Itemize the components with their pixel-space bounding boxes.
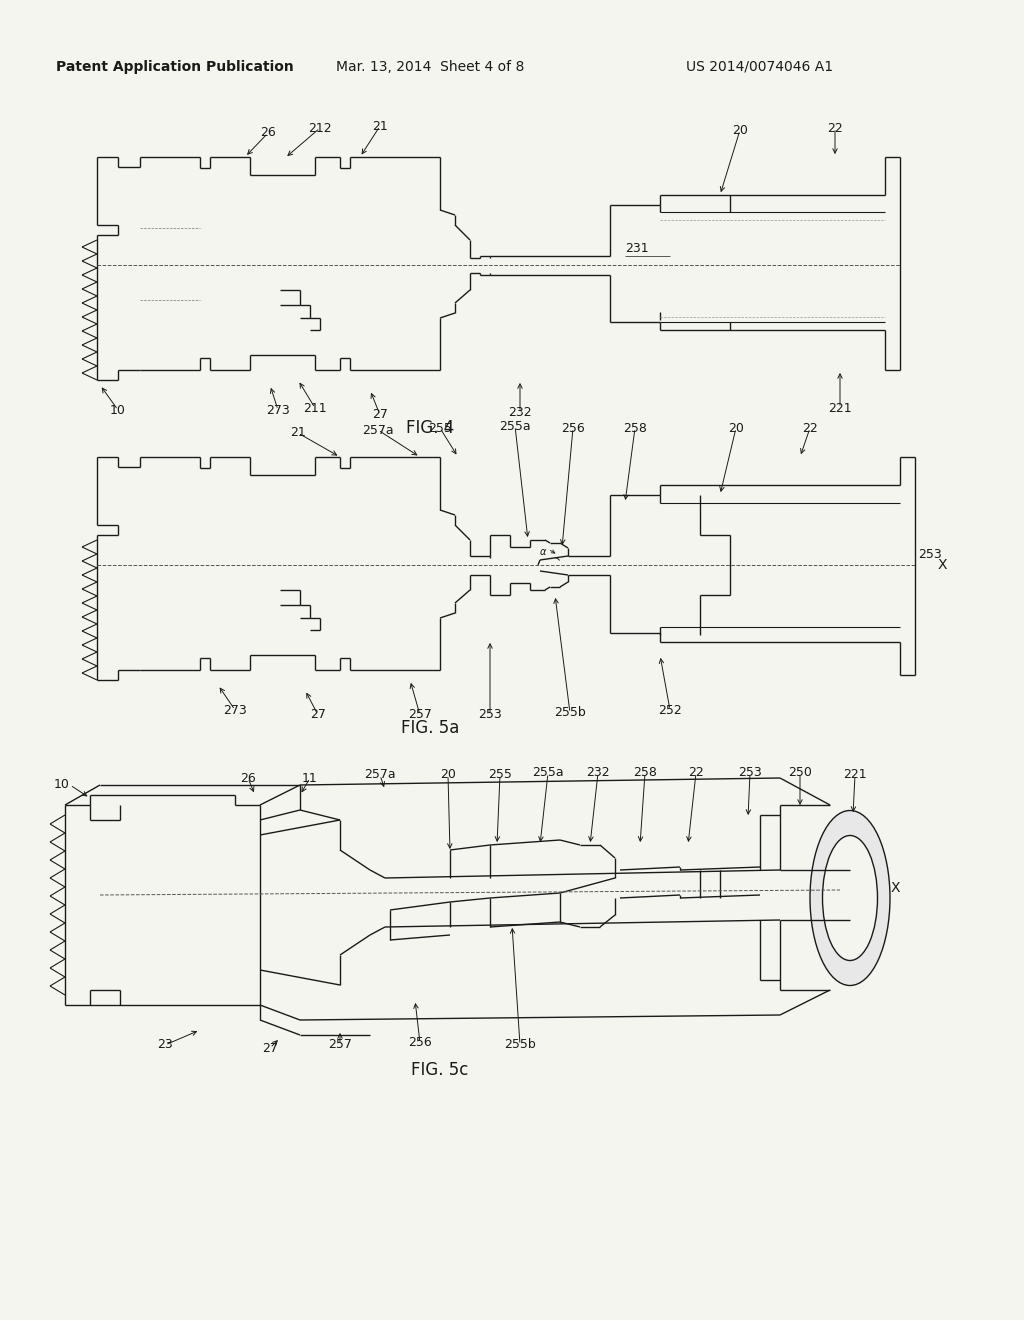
Text: 257: 257	[328, 1039, 352, 1052]
Text: 273: 273	[266, 404, 290, 417]
Text: 27: 27	[262, 1041, 278, 1055]
Text: 212: 212	[308, 121, 332, 135]
Text: 255a: 255a	[532, 767, 564, 780]
Text: X: X	[890, 880, 900, 895]
Text: 255: 255	[488, 768, 512, 781]
Text: 255b: 255b	[504, 1039, 536, 1052]
Text: 250: 250	[788, 767, 812, 780]
Text: 20: 20	[732, 124, 748, 136]
Text: 256: 256	[409, 1036, 432, 1049]
Text: 27: 27	[310, 709, 326, 722]
Text: 26: 26	[260, 127, 275, 140]
Ellipse shape	[822, 836, 878, 961]
Text: 253: 253	[478, 709, 502, 722]
Text: 10: 10	[54, 779, 70, 792]
Text: 21: 21	[290, 426, 306, 440]
Text: 221: 221	[828, 401, 852, 414]
Text: 258: 258	[623, 421, 647, 434]
Text: 257a: 257a	[362, 424, 394, 437]
Text: 253: 253	[919, 549, 942, 561]
Text: 258: 258	[633, 767, 657, 780]
Text: 253: 253	[738, 767, 762, 780]
Text: 252: 252	[658, 704, 682, 717]
Text: 256: 256	[561, 421, 585, 434]
Text: 255: 255	[428, 421, 452, 434]
Text: 255a: 255a	[499, 420, 530, 433]
Text: 232: 232	[508, 405, 531, 418]
Text: 20: 20	[728, 421, 744, 434]
Ellipse shape	[810, 810, 890, 986]
Text: Patent Application Publication: Patent Application Publication	[56, 59, 294, 74]
Text: X: X	[937, 558, 947, 572]
Text: 273: 273	[223, 704, 247, 717]
Text: Mar. 13, 2014  Sheet 4 of 8: Mar. 13, 2014 Sheet 4 of 8	[336, 59, 524, 74]
Text: 231: 231	[625, 242, 648, 255]
Text: FIG. 4: FIG. 4	[406, 418, 454, 437]
Text: 257a: 257a	[365, 768, 396, 781]
Text: 257: 257	[408, 709, 432, 722]
Text: 22: 22	[827, 121, 843, 135]
Text: 26: 26	[240, 771, 256, 784]
Text: 21: 21	[372, 120, 388, 132]
Text: 22: 22	[802, 421, 818, 434]
Text: 221: 221	[843, 768, 866, 781]
Text: FIG. 5c: FIG. 5c	[412, 1061, 469, 1078]
Text: 11: 11	[302, 771, 317, 784]
Text: 22: 22	[688, 767, 703, 780]
Text: 232: 232	[586, 767, 610, 780]
Text: US 2014/0074046 A1: US 2014/0074046 A1	[686, 59, 834, 74]
Text: 27: 27	[372, 408, 388, 421]
Text: 211: 211	[303, 401, 327, 414]
Text: 23: 23	[157, 1039, 173, 1052]
Text: α: α	[540, 546, 546, 557]
Text: FIG. 5a: FIG. 5a	[400, 719, 459, 737]
Text: 255b: 255b	[554, 706, 586, 719]
Text: 20: 20	[440, 768, 456, 781]
Text: 10: 10	[110, 404, 126, 417]
